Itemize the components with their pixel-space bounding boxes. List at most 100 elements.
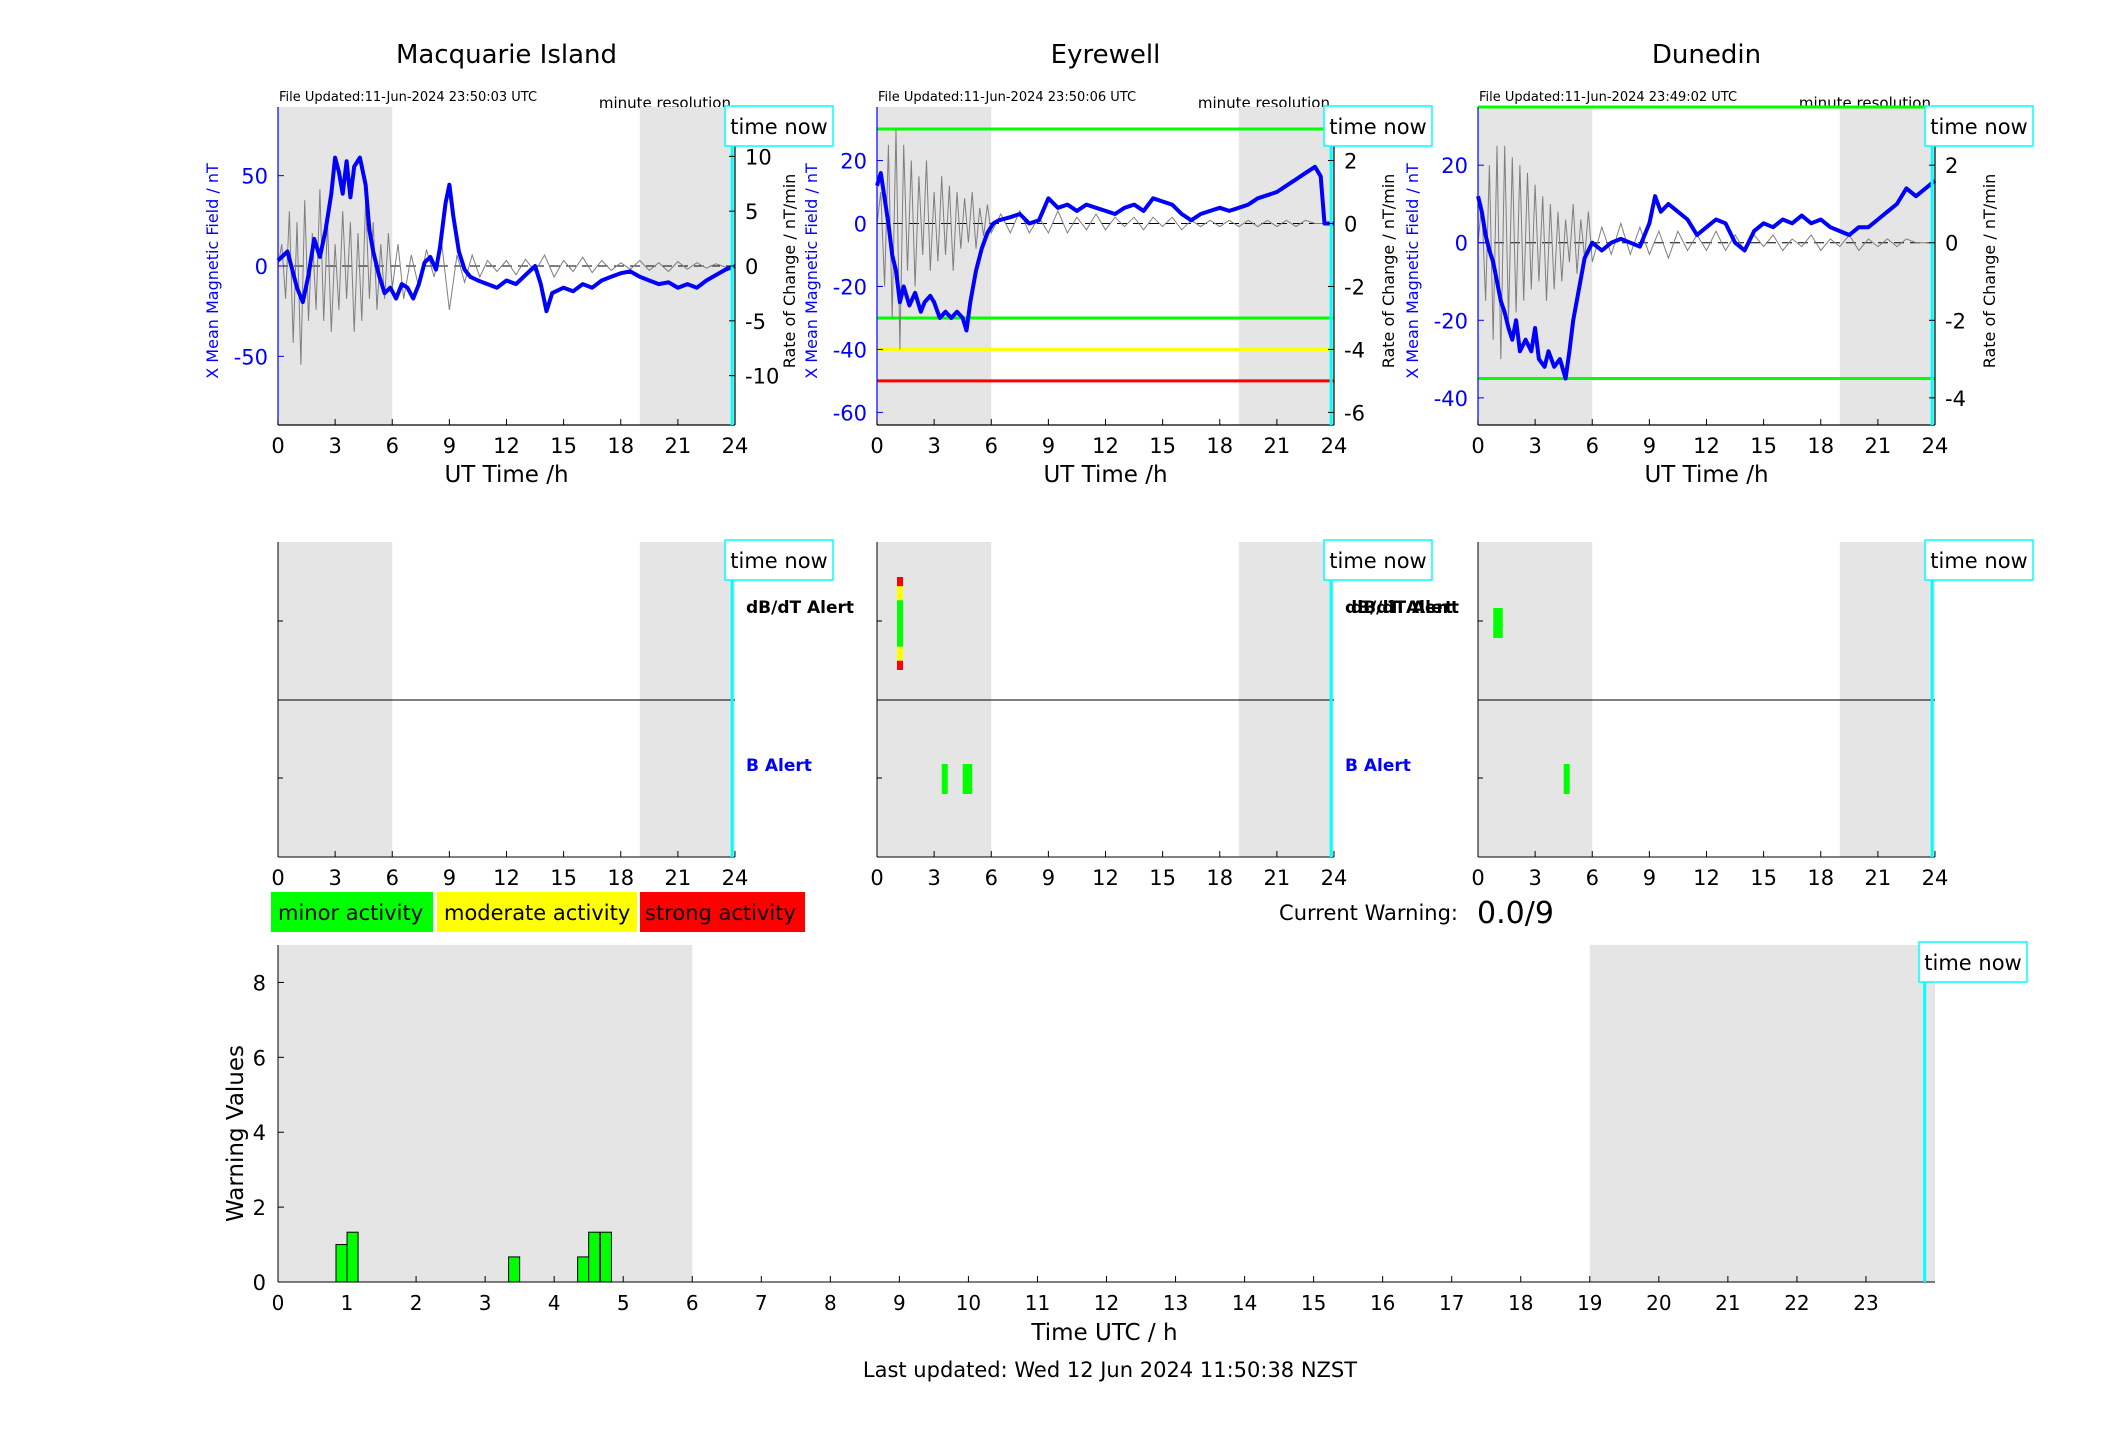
x-tick-label: 1 [341, 1291, 354, 1315]
x-tick-label: 24 [1321, 434, 1348, 458]
y-left-axis-label: X Mean Magnetic Field / nT [802, 163, 821, 379]
time-now-box [724, 539, 834, 581]
x-axis-label: UT Time /h [1043, 462, 1167, 488]
time-now-label: time now [1924, 951, 2021, 975]
x-tick-label: 9 [443, 434, 456, 458]
x-tick-label: 23 [1853, 1291, 1878, 1315]
y-right-tick-label: -10 [745, 365, 779, 389]
x-tick-label: 12 [1693, 434, 1720, 458]
x-tick-label: 6 [386, 866, 399, 890]
x-tick-label: 24 [722, 866, 749, 890]
x-tick-label: 22 [1784, 1291, 1809, 1315]
y-left-axis-label: X Mean Magnetic Field / nT [203, 163, 222, 379]
x-tick-label: 6 [1586, 866, 1599, 890]
time-now-label: time now [1930, 115, 2027, 139]
y-right-tick-label: -2 [1945, 309, 1966, 333]
b-alert-label: B Alert [746, 756, 812, 776]
x-tick-label: 24 [722, 434, 749, 458]
dbdt-alert-segment [896, 646, 903, 661]
x-tick-label: 21 [1865, 434, 1892, 458]
y-right-axis-label: Rate of Change / nT/min [780, 174, 799, 369]
x-tick-label: 15 [1301, 1291, 1326, 1315]
x-tick-label: 6 [985, 866, 998, 890]
y-right-tick-label: 0 [745, 255, 758, 279]
x-tick-label: 18 [1807, 866, 1834, 890]
x-tick-label: 0 [870, 866, 883, 890]
y-right-tick-label: 0 [1344, 212, 1357, 236]
y-left-tick-label: 20 [1441, 154, 1468, 178]
x-tick-label: 15 [1750, 866, 1777, 890]
x-tick-label: 3 [328, 434, 341, 458]
dunedin-alert-panel: time now dB/dT Alert 0 3 6 9 12 15 18 21 24 [1351, 539, 2034, 890]
b-alert-bar [1563, 764, 1570, 794]
x-tick-label: 12 [1693, 866, 1720, 890]
station-title: Dunedin [1652, 40, 1761, 70]
y-right-tick-label: -2 [1344, 275, 1365, 299]
x-tick-label: 12 [1094, 1291, 1119, 1315]
y-left-tick-label: 0 [1455, 232, 1468, 256]
dbdt-alert-label: dB/dT Alert [1351, 598, 1459, 618]
x-tick-label: 9 [1643, 866, 1656, 890]
warning-bar [588, 1231, 601, 1283]
legend-strong-swatch [640, 892, 805, 932]
macquarie-island-alert-panel: time now dB/dT Alert B Alert 0 3 6 9 12 15 18 21 24 [271, 539, 854, 890]
warning-bar [508, 1256, 521, 1283]
y-right-tick-label: -4 [1344, 338, 1365, 362]
y-left-tick-label: -40 [1434, 387, 1468, 411]
y-right-tick-label: 10 [745, 145, 772, 169]
time-now-label: time now [730, 115, 827, 139]
x-tick-label: 3 [927, 434, 940, 458]
warning-bar [599, 1231, 612, 1283]
x-tick-label: 5 [617, 1291, 630, 1315]
x-tick-label: 14 [1232, 1291, 1257, 1315]
b-alert-label: B Alert [1345, 756, 1411, 776]
x-tick-label: 2 [410, 1291, 423, 1315]
x-tick-label: 3 [927, 866, 940, 890]
y-right-tick-label: 2 [1945, 154, 1958, 178]
y-left-tick-label: 50 [241, 165, 268, 189]
dbdt-alert-segment [896, 600, 903, 647]
time-now-label: time now [1329, 549, 1426, 573]
x-tick-label: 15 [1149, 866, 1176, 890]
x-tick-label: 9 [1643, 434, 1656, 458]
y-right-axis-label: Rate of Change / nT/min [1980, 174, 1999, 369]
x-field-series [875, 164, 1334, 333]
current-warning-value: 0.0/9 [1477, 896, 1554, 931]
eyrewell-alert-panel: time now dB/dT Alert B Alert 0 3 6 9 12 15 18 21 24 [870, 539, 1453, 890]
x-tick-label: 0 [271, 866, 284, 890]
x-tick-label: 18 [607, 866, 634, 890]
y-right-tick-label: 5 [745, 200, 758, 224]
y-tick-label: 0 [253, 1271, 266, 1295]
time-now-box [1924, 539, 2034, 581]
y-left-tick-label: -20 [833, 275, 867, 299]
x-axis-label: Time UTC / h [1030, 1320, 1177, 1346]
x-tick-label: 15 [550, 866, 577, 890]
y-left-tick-label: 0 [255, 255, 268, 279]
x-tick-label: 0 [1471, 434, 1484, 458]
x-tick-label: 11 [1025, 1291, 1050, 1315]
x-tick-label: 3 [1528, 434, 1541, 458]
b-alert-bar [941, 764, 948, 794]
night-shading [1238, 107, 1334, 425]
x-tick-label: 9 [1042, 866, 1055, 890]
x-tick-label: 0 [271, 434, 284, 458]
x-tick-label: 0 [272, 1291, 285, 1315]
x-tick-label: 0 [870, 434, 883, 458]
y-left-tick-label: -60 [833, 401, 867, 425]
x-tick-label: 4 [548, 1291, 561, 1315]
dbdt-alert-bar [1493, 608, 1503, 638]
y-left-tick-label: -40 [833, 338, 867, 362]
y-right-tick-label: -5 [745, 310, 766, 334]
x-tick-label: 21 [665, 866, 692, 890]
y-left-tick-label: 20 [840, 150, 867, 174]
time-now-box [1924, 105, 2034, 147]
x-tick-label: 10 [956, 1291, 981, 1315]
file-updated-text: File Updated:11-Jun-2024 23:50:03 UTC [279, 90, 537, 105]
station-title: Macquarie Island [396, 40, 617, 70]
legend-moderate-swatch [437, 892, 637, 932]
x-tick-label: 21 [665, 434, 692, 458]
y-left-tick-label: -50 [234, 345, 268, 369]
y-right-tick-label: 0 [1945, 232, 1958, 256]
